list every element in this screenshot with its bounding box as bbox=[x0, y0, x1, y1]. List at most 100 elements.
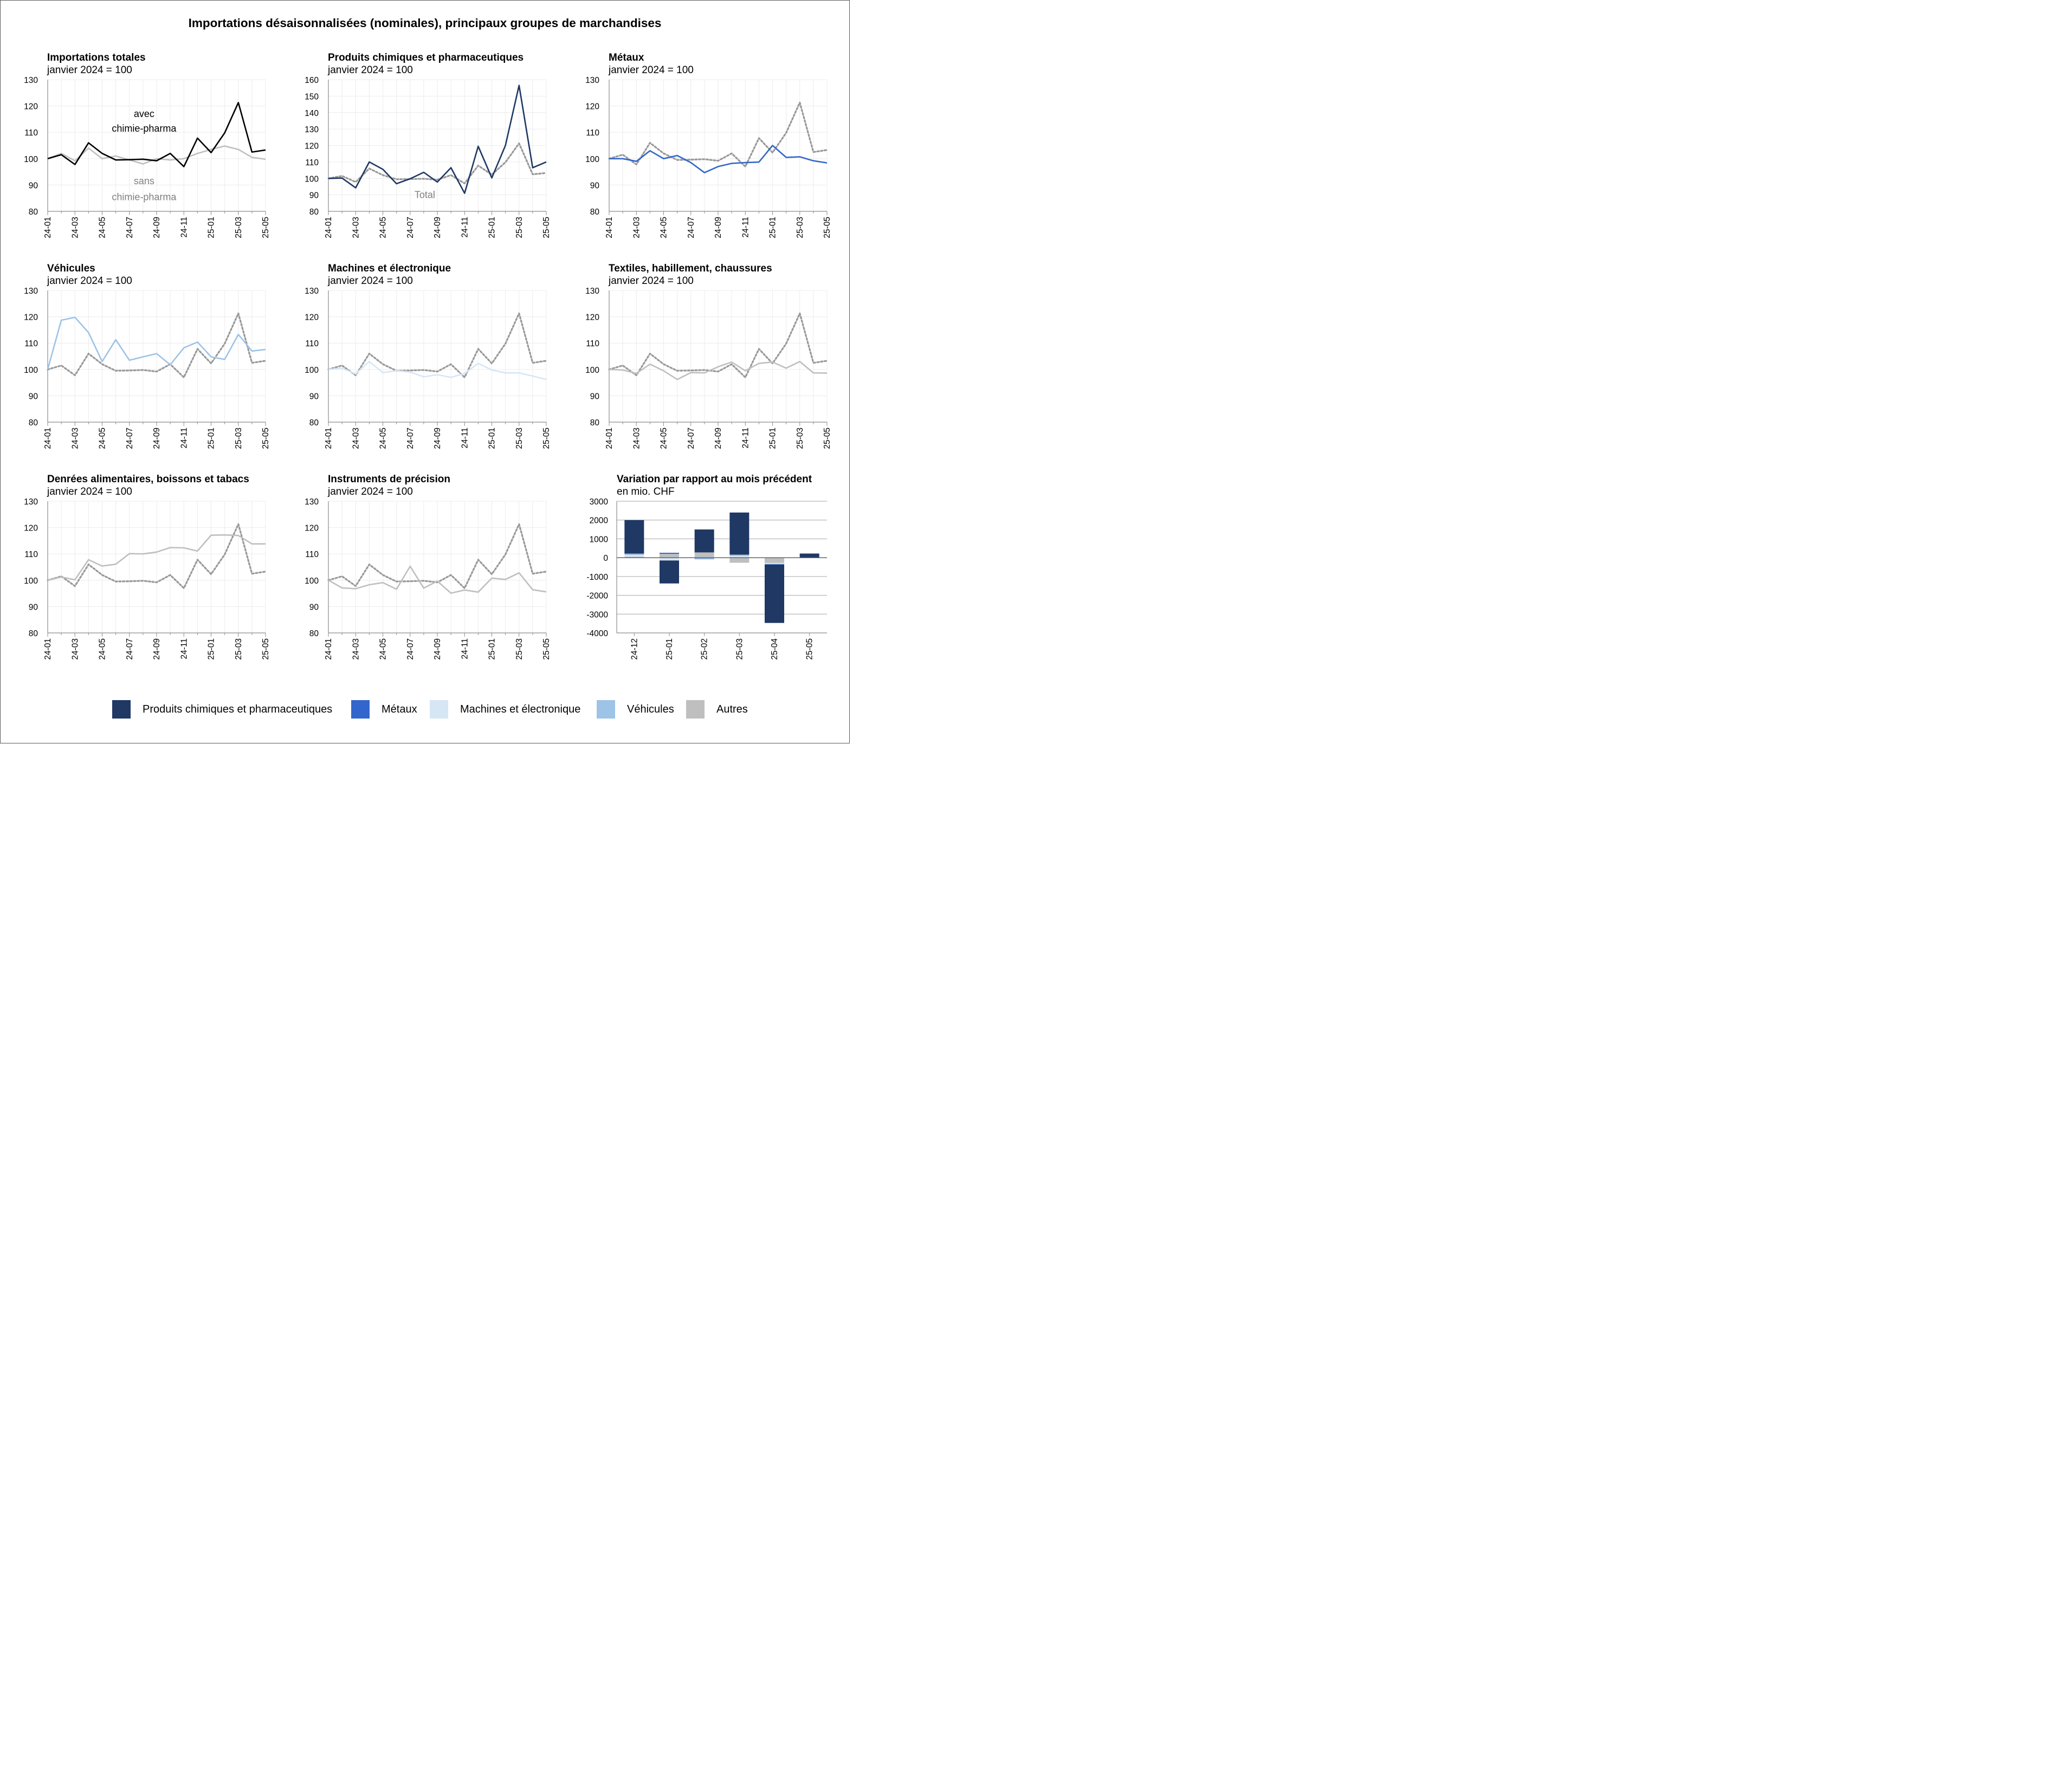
panel-title: Variation par rapport au mois précédent bbox=[617, 474, 812, 485]
legend-swatch-metal bbox=[351, 700, 370, 719]
y-tick-label: 160 bbox=[305, 76, 319, 85]
x-tick-label: 25-01 bbox=[665, 638, 674, 660]
y-tick-label: 100 bbox=[305, 577, 319, 586]
x-tick-label: 24-07 bbox=[406, 428, 415, 449]
y-tick-label: 80 bbox=[309, 418, 319, 428]
y-tick-label: 120 bbox=[585, 313, 599, 322]
panel-title: Textiles, habillement, chaussures bbox=[609, 263, 772, 274]
y-tick-label: 110 bbox=[24, 339, 38, 348]
x-tick-label: 25-03 bbox=[735, 638, 744, 660]
panel-7: Denrées alimentaires, boissons et tabacs… bbox=[24, 474, 270, 660]
x-tick-label: 25-03 bbox=[234, 217, 243, 238]
series-line bbox=[609, 145, 828, 173]
bar-segment bbox=[624, 554, 644, 555]
y-tick-label: 3000 bbox=[590, 497, 609, 507]
x-tick-label: 25-05 bbox=[542, 217, 551, 238]
y-tick-label: 100 bbox=[585, 366, 599, 375]
y-tick-label: 90 bbox=[29, 392, 38, 401]
x-tick-label: 24-03 bbox=[70, 217, 80, 238]
x-tick-label: 25-03 bbox=[796, 428, 805, 449]
x-tick-label: 24-01 bbox=[43, 638, 53, 660]
x-tick-label: 24-01 bbox=[324, 638, 333, 660]
y-tick-label: 130 bbox=[305, 287, 319, 296]
y-tick-label: 80 bbox=[309, 629, 319, 638]
bar-segment bbox=[660, 553, 679, 554]
y-tick-label: 80 bbox=[29, 629, 38, 638]
y-tick-label: 80 bbox=[29, 208, 38, 217]
y-tick-label: 140 bbox=[305, 109, 319, 118]
legend-label-other: Autres bbox=[716, 703, 748, 715]
legend-label-metal: Métaux bbox=[382, 703, 417, 715]
panel-6: Textiles, habillement, chaussuresjanvier… bbox=[585, 263, 832, 449]
x-tick-label: 24-09 bbox=[152, 428, 161, 449]
x-tick-label: 24-01 bbox=[43, 428, 53, 449]
x-tick-label: 24-12 bbox=[630, 638, 639, 660]
x-tick-label: 24-09 bbox=[714, 217, 723, 238]
y-tick-label: -1000 bbox=[586, 573, 608, 582]
x-tick-label: 25-03 bbox=[515, 638, 524, 660]
x-tick-label: 25-01 bbox=[207, 217, 216, 238]
bar-segment bbox=[765, 558, 784, 563]
panel-subtitle: janvier 2024 = 100 bbox=[47, 486, 132, 497]
panel-subtitle: janvier 2024 = 100 bbox=[327, 64, 413, 76]
bar-segment bbox=[660, 558, 679, 561]
legend-swatch-veh bbox=[597, 700, 615, 719]
series-line bbox=[328, 360, 547, 380]
x-tick-label: 24-11 bbox=[179, 638, 189, 659]
y-tick-label: 130 bbox=[305, 497, 319, 507]
x-tick-label: 25-04 bbox=[770, 638, 779, 660]
y-tick-label: 110 bbox=[24, 550, 38, 559]
y-tick-label: 100 bbox=[305, 366, 319, 375]
x-tick-label: 24-11 bbox=[460, 428, 469, 449]
series-line bbox=[327, 143, 547, 184]
x-tick-label: 25-01 bbox=[488, 217, 497, 238]
x-tick-label: 25-01 bbox=[207, 428, 216, 449]
bar-segment bbox=[694, 552, 714, 558]
y-tick-label: 90 bbox=[590, 392, 600, 401]
y-tick-label: 90 bbox=[309, 191, 319, 200]
y-tick-label: 150 bbox=[305, 92, 319, 101]
x-tick-label: 24-01 bbox=[43, 217, 53, 238]
x-tick-label: 24-05 bbox=[379, 638, 388, 660]
x-tick-label: 24-11 bbox=[179, 428, 189, 449]
x-tick-label: 25-01 bbox=[768, 428, 778, 449]
y-tick-label: -4000 bbox=[586, 629, 608, 638]
y-tick-label: 120 bbox=[305, 524, 319, 533]
y-tick-label: 100 bbox=[24, 366, 38, 375]
bar-segment bbox=[624, 557, 644, 558]
annotation: Total bbox=[415, 190, 435, 200]
x-tick-label: 24-03 bbox=[632, 217, 641, 238]
x-tick-label: 25-05 bbox=[542, 428, 551, 449]
legend-swatch-mach bbox=[430, 700, 448, 719]
annotation: chimie-pharma bbox=[112, 191, 177, 202]
x-tick-label: 25-03 bbox=[515, 217, 524, 238]
y-tick-label: -2000 bbox=[586, 592, 608, 601]
bar-segment bbox=[729, 555, 750, 558]
bar-segment bbox=[694, 529, 714, 553]
bar-segment bbox=[765, 564, 784, 565]
y-tick-label: 110 bbox=[305, 158, 319, 167]
y-tick-label: 120 bbox=[24, 524, 38, 533]
x-tick-label: 24-07 bbox=[687, 217, 696, 238]
y-tick-label: -3000 bbox=[586, 610, 608, 619]
y-tick-label: 90 bbox=[29, 603, 38, 612]
x-tick-label: 24-05 bbox=[98, 638, 107, 660]
series-line bbox=[609, 360, 828, 380]
y-tick-label: 100 bbox=[305, 174, 319, 184]
y-tick-label: 120 bbox=[24, 313, 38, 322]
series-line bbox=[327, 523, 547, 590]
y-tick-label: 110 bbox=[305, 550, 319, 559]
bar-segment bbox=[660, 554, 679, 558]
panel-title: Machines et électronique bbox=[328, 263, 451, 274]
y-tick-label: 130 bbox=[585, 76, 599, 85]
x-tick-label: 24-07 bbox=[406, 638, 415, 660]
series-line bbox=[328, 565, 547, 594]
panel-subtitle: janvier 2024 = 100 bbox=[327, 486, 413, 497]
legend: Produits chimiques et pharmaceutiques Mé… bbox=[0, 700, 849, 722]
x-tick-label: 24-07 bbox=[125, 638, 134, 660]
